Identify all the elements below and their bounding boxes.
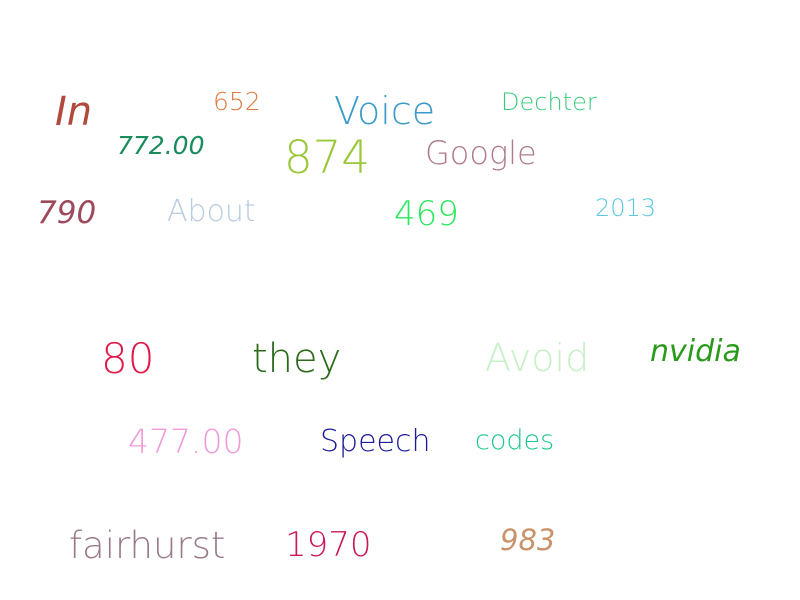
word-80: 80 xyxy=(101,334,155,383)
word-nvidia: nvidia xyxy=(650,334,741,369)
word-codes: codes xyxy=(475,425,555,456)
word-speech: Speech xyxy=(320,424,431,459)
word-772: 772.00 xyxy=(117,131,205,160)
word-790: 790 xyxy=(37,195,97,231)
word-469: 469 xyxy=(394,194,459,234)
word-652: 652 xyxy=(213,87,261,116)
word-dechter: Dechter xyxy=(501,88,597,116)
word-fairhurst: fairhurst xyxy=(69,524,226,567)
word-about: About xyxy=(167,194,256,229)
word-google: Google xyxy=(425,134,537,172)
word-983: 983 xyxy=(500,523,556,557)
word-voice: Voice xyxy=(334,89,436,133)
word-they: they xyxy=(252,336,342,382)
word-1970: 1970 xyxy=(285,525,372,565)
word-477: 477.00 xyxy=(128,422,244,461)
word-in: In xyxy=(55,89,93,135)
word-874: 874 xyxy=(284,131,370,184)
word-avoid: Avoid xyxy=(485,336,590,380)
word-2013: 2013 xyxy=(595,194,657,222)
